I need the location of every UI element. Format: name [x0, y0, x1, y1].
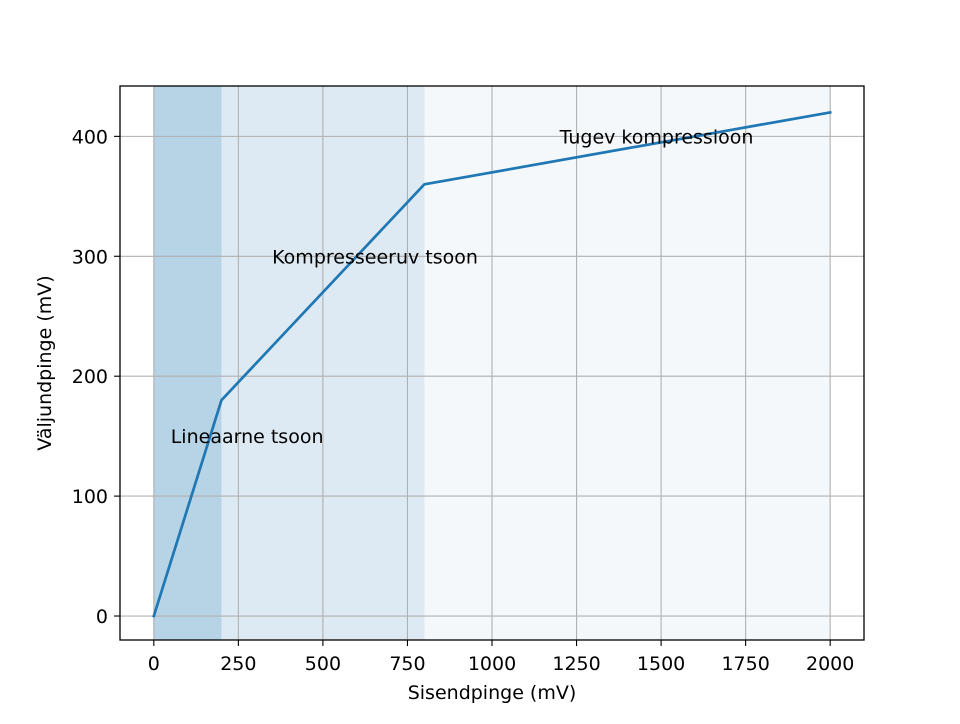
- annotation-2: Kompresseeruv tsoon: [272, 246, 478, 268]
- x-tick-label: 1750: [721, 653, 769, 675]
- x-tick-label: 1500: [637, 653, 685, 675]
- y-axis-ticks: 0 100 200 300 400: [72, 126, 120, 628]
- series-layer: [152, 110, 832, 618]
- x-tick-label: 2000: [806, 653, 854, 675]
- grid: [120, 86, 864, 640]
- x-tick-label: 1250: [552, 653, 600, 675]
- x-tick-label: 750: [389, 653, 425, 675]
- x-axis-label: Sisendpinge (mV): [408, 682, 577, 704]
- y-tick-label: 100: [72, 486, 108, 508]
- y-tick-label: 300: [72, 246, 108, 268]
- y-tick-label: 400: [72, 126, 108, 148]
- y-tick-label: 0: [96, 606, 108, 628]
- shaded-region-1: [153, 86, 222, 640]
- x-tick-label: 250: [220, 653, 256, 675]
- shaded-region-2: [153, 86, 425, 640]
- x-axis-ticks: 0 250 500 750 1000 1250 1500 1750 2000: [148, 640, 854, 675]
- annotation-1: Lineaarne tsoon: [171, 426, 324, 448]
- annotations: Lineaarne tsoon Kompresseeruv tsoon Tugev …: [171, 126, 754, 448]
- annotation-3: Tugev kompressioon: [559, 126, 754, 148]
- series-line-1: [152, 110, 832, 618]
- x-tick-label: 0: [148, 653, 160, 675]
- y-tick-label: 200: [72, 366, 108, 388]
- x-tick-label: 1000: [468, 653, 516, 675]
- y-axis-label: Väljundpinge (mV): [34, 275, 56, 450]
- x-tick-label: 500: [305, 653, 341, 675]
